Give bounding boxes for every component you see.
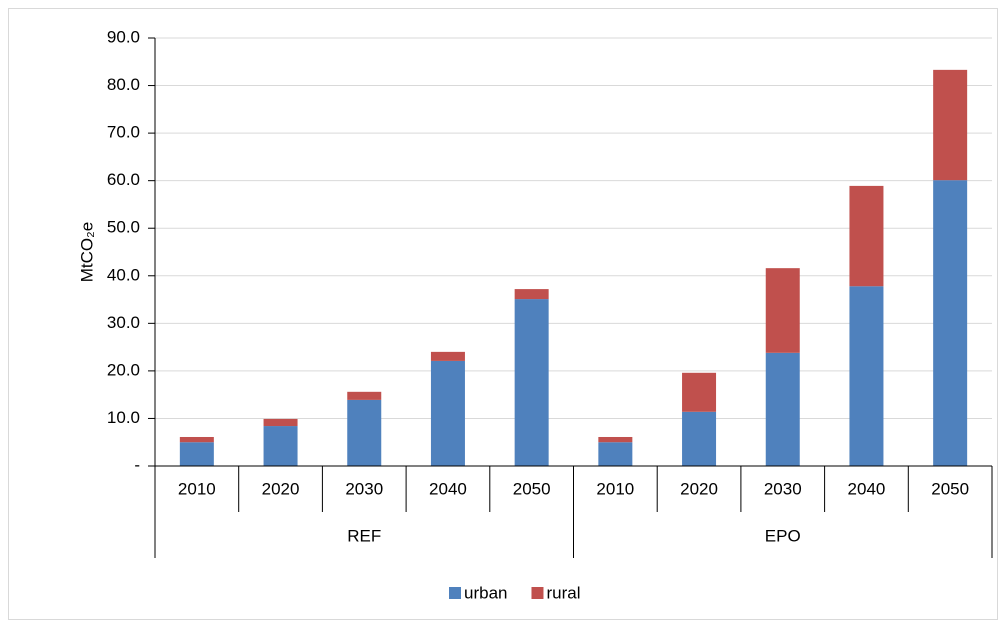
bar-segment bbox=[263, 418, 298, 427]
y-tick-label: 10.0 bbox=[107, 408, 140, 427]
bar-segment bbox=[347, 391, 382, 400]
bar-segment bbox=[514, 289, 549, 300]
bar-segment bbox=[430, 360, 465, 466]
bar-segment bbox=[849, 286, 884, 466]
bar-segment bbox=[765, 352, 800, 466]
x-tick-label: 2040 bbox=[848, 479, 886, 498]
x-group-label: REF bbox=[347, 526, 381, 545]
y-tick-label: - bbox=[134, 455, 140, 474]
y-tick-label: 70.0 bbox=[107, 123, 140, 142]
y-tick-label: 40.0 bbox=[107, 265, 140, 284]
x-tick-label: 2030 bbox=[764, 479, 802, 498]
chart-border bbox=[8, 8, 998, 620]
bar-segment bbox=[179, 436, 214, 443]
bar-segment bbox=[765, 268, 800, 353]
x-tick-label: 2020 bbox=[262, 479, 300, 498]
y-tick-label: 90.0 bbox=[107, 27, 140, 46]
x-tick-label: 2050 bbox=[931, 479, 969, 498]
bar-segment bbox=[347, 399, 382, 466]
legend-label: rural bbox=[546, 583, 580, 602]
x-group-label: EPO bbox=[765, 526, 801, 545]
x-tick-label: 2050 bbox=[513, 479, 551, 498]
bar-segment bbox=[598, 436, 633, 443]
x-tick-label: 2010 bbox=[596, 479, 634, 498]
y-tick-label: 80.0 bbox=[107, 75, 140, 94]
bar-segment bbox=[933, 69, 968, 181]
bar-segment bbox=[849, 185, 884, 287]
bar-segment bbox=[933, 180, 968, 467]
bar-segment bbox=[179, 442, 214, 466]
bar-segment bbox=[682, 372, 717, 412]
bar-segment bbox=[598, 442, 633, 466]
legend-label: urban bbox=[464, 583, 507, 602]
x-tick-label: 2010 bbox=[178, 479, 216, 498]
bar-segment bbox=[263, 426, 298, 466]
x-tick-label: 2020 bbox=[680, 479, 718, 498]
x-tick-label: 2030 bbox=[345, 479, 383, 498]
y-tick-label: 50.0 bbox=[107, 218, 140, 237]
y-tick-label: 20.0 bbox=[107, 360, 140, 379]
y-axis-label: MtCO₂e bbox=[77, 222, 96, 282]
legend-swatch bbox=[449, 587, 461, 599]
y-tick-label: 60.0 bbox=[107, 170, 140, 189]
bar-segment bbox=[430, 351, 465, 361]
x-tick-label: 2040 bbox=[429, 479, 467, 498]
bar-segment bbox=[514, 299, 549, 466]
y-tick-label: 30.0 bbox=[107, 313, 140, 332]
bar-segment bbox=[682, 411, 717, 466]
legend-swatch bbox=[531, 587, 544, 599]
